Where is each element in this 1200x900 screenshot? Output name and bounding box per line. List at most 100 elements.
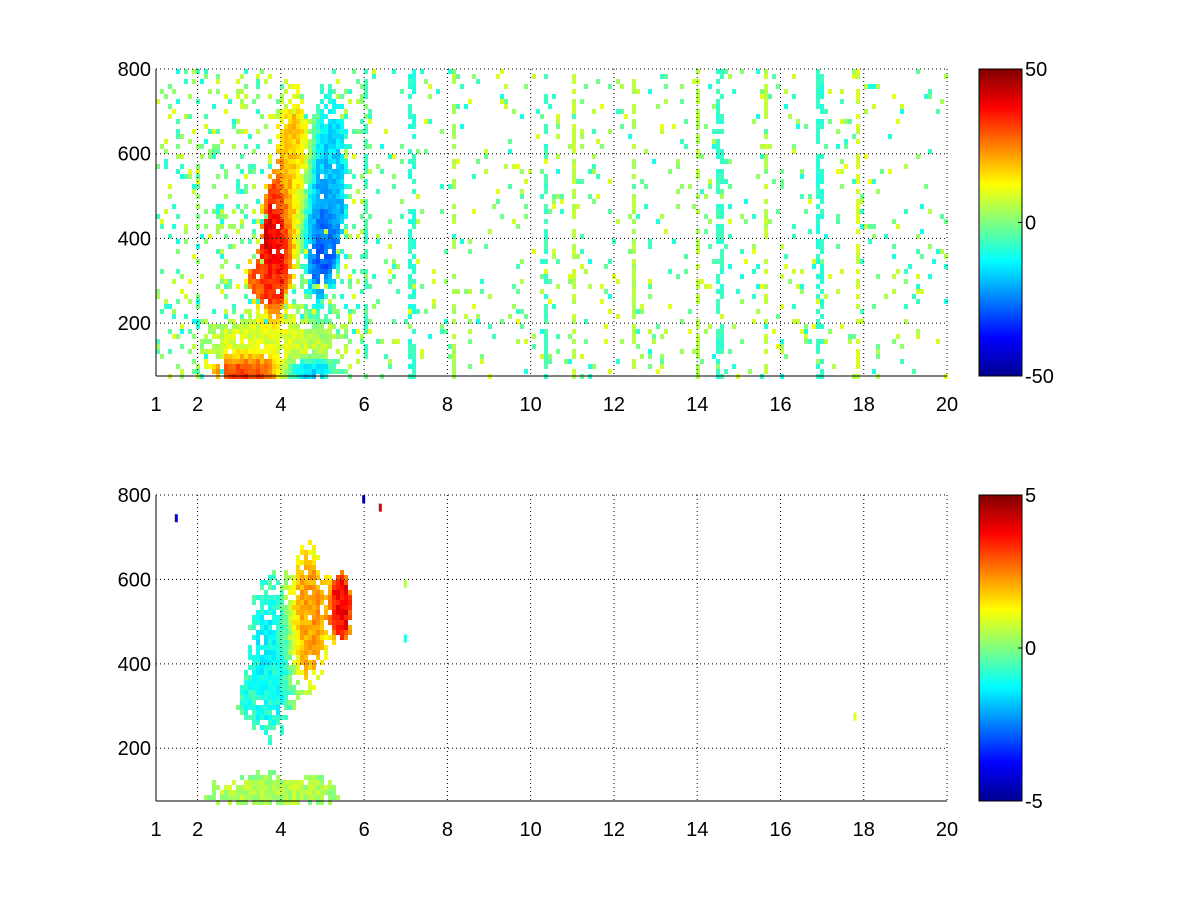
heatmap-cell [224,369,228,374]
heatmap-cell [876,274,880,279]
heatmap-cell [292,364,296,369]
heatmap-cell [488,294,492,299]
heatmap-cell [328,144,332,149]
heatmap-cell [324,149,328,154]
heatmap-cell [328,119,332,124]
heatmap-cell [244,705,248,710]
heatmap-cell [316,314,320,319]
heatmap-cell [564,359,568,364]
heatmap-cell [252,715,256,720]
heatmap-cell [216,174,220,179]
heatmap-cell [344,264,348,269]
heatmap-cell [408,314,412,319]
heatmap-cell [324,184,328,189]
heatmap-cell [896,269,900,274]
heatmap-cell [320,369,324,374]
heatmap-cell [276,359,280,364]
heatmap-cell [272,665,276,670]
heatmap-cell [816,259,820,264]
heatmap-cell [284,194,288,199]
heatmap-cell [340,354,344,359]
heatmap-cell [268,139,272,144]
x-tick-label: 14 [686,819,708,841]
heatmap-cell [332,625,336,630]
heatmap-cell [300,550,304,555]
heatmap-cell [312,625,316,630]
heatmap-cell [324,239,328,244]
heatmap-cell [816,364,820,369]
heatmap-cell [180,329,184,334]
heatmap-cell [256,239,260,244]
heatmap-cell [296,334,300,339]
heatmap-cell [756,174,760,179]
heatmap-cell [296,354,300,359]
heatmap-cell [328,99,332,104]
heatmap-cell [364,219,368,224]
heatmap-cell [300,349,304,354]
heatmap-cell [304,279,308,284]
heatmap-cell [412,309,416,314]
heatmap-cell [872,104,876,109]
heatmap-cell [792,234,796,239]
heatmap-cell [292,635,296,640]
heatmap-cell [344,184,348,189]
heatmap-cell [544,154,548,159]
heatmap-cell [232,795,236,800]
heatmap-cell [288,84,292,89]
heatmap-cell [680,184,684,189]
heatmap-cell [272,354,276,359]
heatmap-cell [336,154,340,159]
heatmap-cell [572,339,576,344]
heatmap-cell [300,364,304,369]
heatmap-cell [212,795,216,800]
heatmap-cell [268,214,272,219]
heatmap-cell [696,244,700,249]
heatmap-cell [236,785,240,790]
heatmap-cell [264,730,268,735]
heatmap-cell [408,304,412,309]
heatmap-cell [276,334,280,339]
heatmap-cell [412,79,416,84]
heatmap-cell [716,369,720,374]
heatmap-cell [632,174,636,179]
heatmap-cell [224,790,228,795]
heatmap-cell [448,184,452,189]
heatmap-cell [620,124,624,129]
heatmap-cell [764,84,768,89]
heatmap-cell [248,655,252,660]
heatmap-cell [876,189,880,194]
heatmap-cell [336,234,340,239]
heatmap-cell [300,655,304,660]
heatmap-cell [252,359,256,364]
heatmap-cell [720,249,724,254]
heatmap-cell [500,69,504,74]
heatmap-cell [272,695,276,700]
heatmap-cell [256,640,260,645]
heatmap-cell [288,129,292,134]
heatmap-cell [308,800,312,805]
heatmap-cell [348,314,352,319]
heatmap-cell [232,324,236,329]
heatmap-cell [352,224,356,229]
heatmap-cell [720,329,724,334]
heatmap-cell [608,129,612,134]
heatmap-cell [256,650,260,655]
heatmap-cell [332,259,336,264]
heatmap-cell [764,219,768,224]
heatmap-cell [280,695,284,700]
heatmap-cell [320,625,324,630]
heatmap-cell [216,334,220,339]
heatmap-cell [240,319,244,324]
heatmap-cell [296,615,300,620]
heatmap-cell [316,630,320,635]
heatmap-cell [276,344,280,349]
heatmap-cell [300,570,304,575]
heatmap-cell [284,189,288,194]
heatmap-cell [244,695,248,700]
heatmap-cell [296,605,300,610]
heatmap-cell [856,164,860,169]
heatmap-cell [284,309,288,314]
heatmap-cell [220,274,224,279]
heatmap-cell [904,304,908,309]
heatmap-cell [268,269,272,274]
